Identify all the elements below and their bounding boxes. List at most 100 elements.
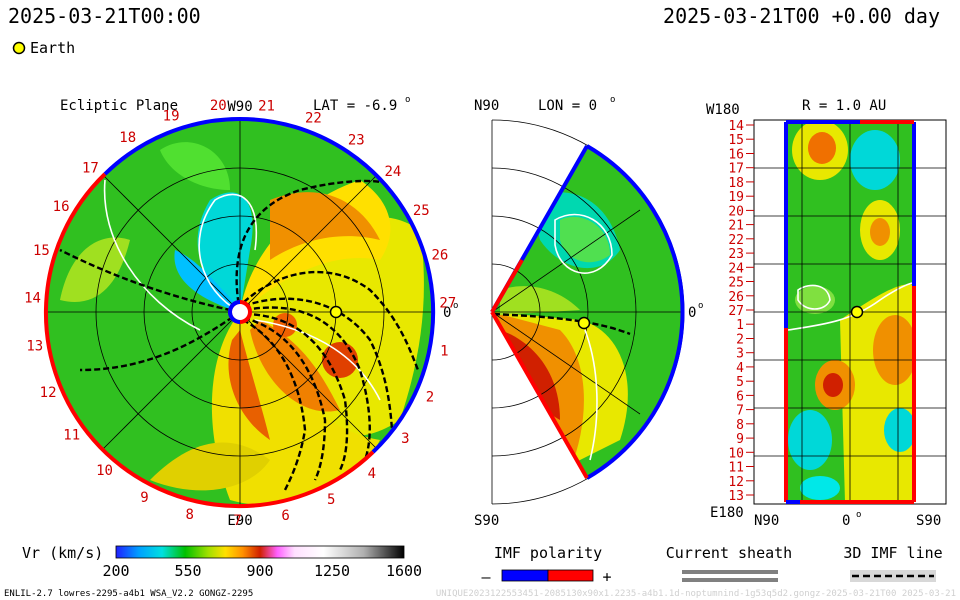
header-right-timestamp: 2025-03-21T00 +0.00 day [663, 4, 940, 28]
rotation-label: 22 [305, 110, 322, 126]
radial-contours [787, 282, 913, 331]
ecliptic-zero-degree: o [453, 301, 458, 311]
ecliptic-zero-label: 0 [443, 305, 451, 321]
radial-row-label: 10 [728, 446, 744, 461]
rotation-label: 19 [163, 109, 180, 125]
rotation-label: 9 [140, 490, 148, 506]
colorbar-tick-900: 900 [246, 562, 273, 580]
radial-row-label: 12 [728, 475, 744, 490]
rotation-label: 24 [384, 164, 401, 180]
meridional-lon-label: LON = 0 [538, 98, 597, 114]
current-sheath-title: Current sheath [666, 544, 792, 562]
earth-legend-label: Earth [30, 39, 75, 57]
current-sheath-line-1 [682, 570, 778, 574]
ecliptic-polarity-rim [43, 117, 436, 509]
rotation-label: 5 [327, 492, 335, 508]
rotation-label: 1 [440, 344, 448, 360]
meridional-n90-label: N90 [474, 98, 499, 114]
rotation-label: 10 [96, 463, 113, 479]
rotation-label: 7 [233, 513, 241, 529]
meridional-polarity-rim [490, 144, 685, 480]
radial-xlabel-0-degree: o [856, 510, 861, 520]
ecliptic-w90-label: W90 [227, 99, 252, 115]
meridional-zero-degree: o [698, 301, 703, 311]
ecliptic-imf-lines [59, 179, 420, 491]
meridional-grid [492, 167, 683, 457]
rotation-label: 13 [26, 339, 43, 355]
radial-row-label: 19 [728, 190, 744, 205]
radial-row-label: 13 [728, 489, 744, 504]
radial-row-label: 27 [728, 304, 744, 319]
radial-row-label: 25 [728, 276, 744, 291]
radial-row-label: 7 [736, 404, 744, 419]
colorbar-tick-550: 550 [174, 562, 201, 580]
colorbar-tick-200: 200 [102, 562, 129, 580]
radial-title: R = 1.0 AU [802, 98, 886, 114]
ecliptic-rotation-labels: 20 21222324252627123456789101112131415161… [24, 98, 456, 529]
rotation-label: 6 [281, 508, 289, 524]
rotation-label: 18 [119, 130, 136, 146]
ecliptic-plane-panel: Ecliptic Plane LAT = -6.9 o [24, 95, 458, 529]
rotation-label: 21 [258, 99, 275, 115]
meridional-imf-line [493, 312, 631, 336]
imf-polarity-title: IMF polarity [494, 544, 602, 562]
imf-positive-swatch [547, 569, 594, 582]
radial-row-label: 5 [736, 375, 744, 390]
radial-row-label: 16 [728, 148, 744, 163]
velocity-colorbar: Vr (km/s) 200 550 900 1250 1600 [22, 544, 422, 580]
current-sheath-legend: Current sheath [666, 544, 792, 582]
meridional-zero-label: 0 [688, 305, 696, 321]
rotation-label: 2 [426, 390, 434, 406]
radial-row-label: 2 [736, 333, 744, 348]
colorbar-gradient [115, 545, 405, 559]
footer-run-id: UNIQUE2023122553451-2085130x90x1.2235-a4… [436, 589, 956, 599]
radial-e180-label: E180 [710, 505, 744, 521]
imf-polarity-plus: + [602, 568, 611, 586]
radial-row-label: 24 [728, 261, 744, 276]
imf-line-legend: 3D IMF line [843, 544, 943, 582]
rotation-label: 8 [185, 507, 193, 523]
sun-polarity-icon [228, 300, 241, 324]
earth-legend-icon [12, 41, 26, 55]
radial-row-label: 17 [728, 162, 744, 177]
ecliptic-contours [103, 179, 381, 401]
rotation-label: 11 [63, 427, 80, 443]
rotation-label: 23 [348, 133, 365, 149]
radial-xlabel-s90: S90 [916, 513, 941, 529]
radial-row-label: 21 [728, 219, 744, 234]
imf-line-title: 3D IMF line [843, 544, 942, 562]
current-sheath-line-2 [682, 578, 778, 582]
radial-xlabel-n90: N90 [754, 513, 779, 529]
radial-row-label: 18 [728, 176, 744, 191]
rotation-label: 25 [413, 203, 430, 219]
meridional-s90-label: S90 [474, 513, 499, 529]
radial-row-labels: 1415161718192021222324252627123456789101… [728, 119, 754, 504]
radial-row-label: 15 [728, 133, 744, 148]
meridional-speed-map [492, 146, 683, 478]
ecliptic-title: Ecliptic Plane [60, 98, 178, 114]
rotation-label: 26 [431, 248, 448, 264]
rotation-label: 20 [210, 98, 227, 114]
ecliptic-earth-marker [329, 305, 343, 319]
radial-row-label: 6 [736, 389, 744, 404]
ecliptic-e90-label: E90 [227, 513, 252, 529]
colorbar-label: Vr (km/s) [22, 544, 103, 562]
radial-earth-marker [850, 305, 864, 319]
radial-row-label: 8 [736, 418, 744, 433]
radial-row-label: 9 [736, 432, 744, 447]
rotation-label: 15 [33, 243, 50, 259]
meridional-lon-degree: o [610, 95, 615, 105]
radial-row-label: 11 [728, 461, 744, 476]
rotation-label: 4 [368, 466, 376, 482]
imf-polarity-legend: IMF polarity – + [481, 544, 611, 586]
header-left-timestamp: 2025-03-21T00:00 [8, 4, 201, 28]
imf-polarity-minus: – [481, 568, 491, 586]
radial-map-panel: W180 R = 1.0 AU E180 N90 0 o S90 [706, 98, 947, 529]
radial-row-label: 4 [736, 361, 744, 376]
radial-xlabel-0: 0 [842, 513, 850, 529]
rotation-label: 14 [24, 291, 41, 307]
radial-w180-label: W180 [706, 102, 740, 118]
radial-row-label: 26 [728, 290, 744, 305]
colorbar-tick-1250: 1250 [314, 562, 350, 580]
